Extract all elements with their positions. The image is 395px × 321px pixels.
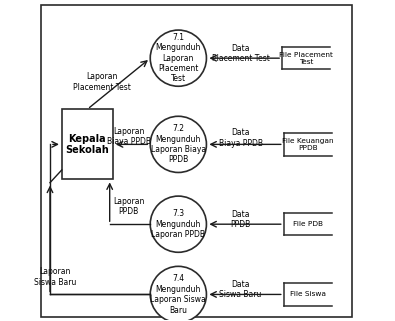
FancyBboxPatch shape <box>62 109 113 179</box>
Text: 7.2
Mengunduh
Laporan Biaya
PPDB: 7.2 Mengunduh Laporan Biaya PPDB <box>151 124 206 164</box>
Text: Laporan
Placement Test: Laporan Placement Test <box>73 73 131 92</box>
Circle shape <box>150 266 207 321</box>
Text: File Placement
Test: File Placement Test <box>279 52 333 65</box>
Text: File Siswa: File Siswa <box>290 291 325 298</box>
Text: Laporan
Siswa Baru: Laporan Siswa Baru <box>34 267 77 287</box>
Text: Data
Placement Test: Data Placement Test <box>212 44 269 63</box>
Text: Laporan
PPDB: Laporan PPDB <box>113 197 145 216</box>
Text: File PDB: File PDB <box>293 221 323 227</box>
Text: Laporan
Biaya PPDB: Laporan Biaya PPDB <box>107 127 151 146</box>
Text: 7.3
Mengunduh
Laporan PPDB: 7.3 Mengunduh Laporan PPDB <box>151 209 205 239</box>
Text: 7.1
Mengunduh
Laporan
Placement
Test: 7.1 Mengunduh Laporan Placement Test <box>156 33 201 83</box>
Text: Data
Biaya PPDB: Data Biaya PPDB <box>218 128 263 148</box>
Circle shape <box>150 196 207 252</box>
Text: File Keuangan
PPDB: File Keuangan PPDB <box>282 138 333 151</box>
Circle shape <box>150 116 207 172</box>
Text: Data
Siswa Baru: Data Siswa Baru <box>219 280 262 299</box>
Text: Data
PPDB: Data PPDB <box>230 210 251 229</box>
Text: Kepala
Sekolah: Kepala Sekolah <box>66 134 109 155</box>
Text: 7.4
Mengunduh
Laporan Siswa
Baru: 7.4 Mengunduh Laporan Siswa Baru <box>150 274 206 315</box>
Circle shape <box>150 30 207 86</box>
FancyBboxPatch shape <box>41 5 352 317</box>
